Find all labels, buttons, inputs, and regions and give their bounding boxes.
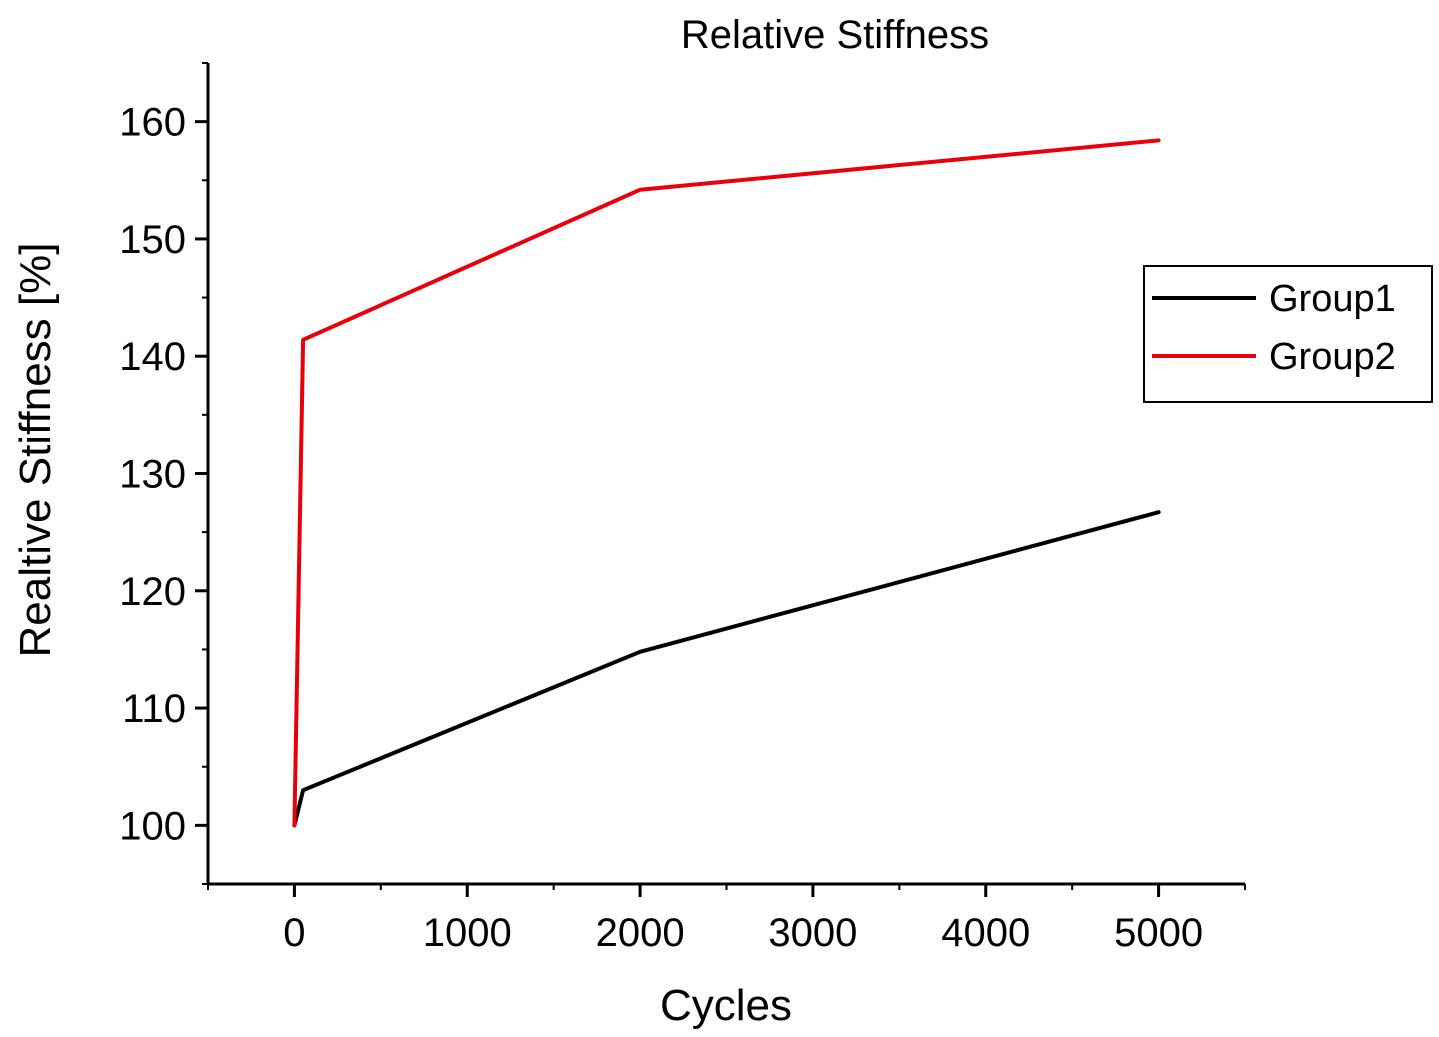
y-tick-label: 130 [119, 453, 186, 497]
series-line-group1 [292, 510, 1161, 828]
x-tick-label: 0 [283, 911, 305, 955]
x-tick-label: 5000 [1114, 911, 1203, 955]
legend-box [1143, 265, 1433, 403]
series-line-group2 [292, 138, 1161, 828]
legend: Group1 Group2 [1143, 265, 1433, 403]
y-tick-label: 110 [122, 687, 186, 731]
y-tick-label: 120 [119, 570, 186, 614]
plot-area [292, 138, 1161, 828]
x-tick-label: 2000 [596, 911, 685, 955]
y-tick-label: 160 [119, 101, 186, 145]
y-tick-label: 100 [119, 804, 186, 848]
x-axis-label: Cycles [660, 981, 792, 1030]
x-tick-label: 4000 [941, 911, 1030, 955]
x-tick-label: 1000 [423, 911, 512, 955]
y-tick-label: 140 [119, 335, 186, 379]
legend-label-group1: Group1 [1269, 278, 1396, 320]
y-axis-label: Realtive Stiffness [%] [11, 243, 60, 658]
y-tick-label: 150 [119, 218, 186, 262]
legend-label-group2: Group2 [1269, 336, 1396, 378]
axes: 100 110 120 130 140 150 160 0 1000 2000 3000 4000 50… [119, 62, 1246, 955]
x-tick-label: 3000 [768, 911, 857, 955]
chart-title: Relative Stiffness [681, 13, 989, 57]
